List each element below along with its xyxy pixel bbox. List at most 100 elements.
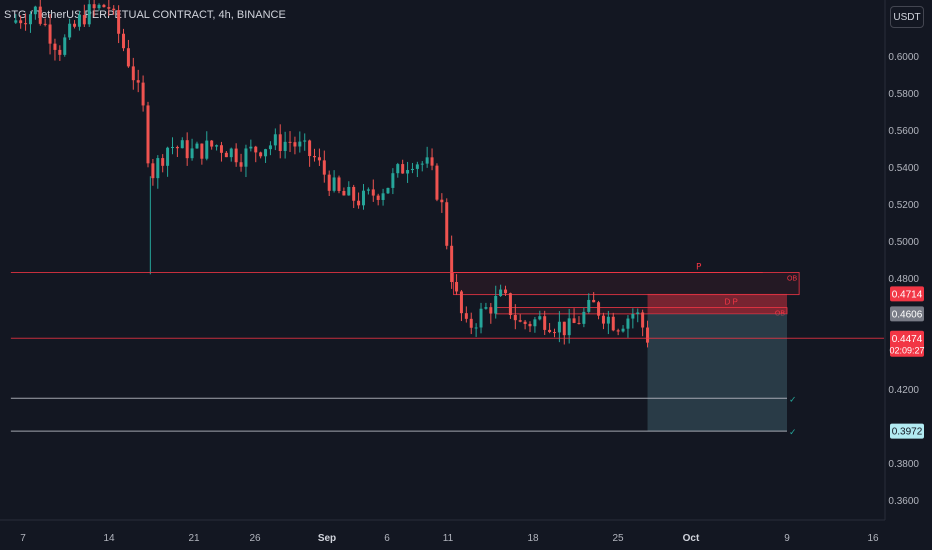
candle-body: [562, 321, 566, 336]
candle-body: [484, 307, 488, 309]
x-tick-label: 21: [188, 533, 200, 544]
candle-body: [63, 37, 67, 55]
candle-body: [636, 312, 640, 315]
candle-body: [146, 105, 150, 164]
candle-body: [219, 145, 223, 153]
candle-body: [126, 48, 130, 67]
candle-body: [386, 187, 390, 194]
candle-body: [24, 23, 28, 25]
candle-body: [464, 313, 468, 319]
candle-body: [631, 314, 635, 319]
y-tick-label: 0.5000: [888, 237, 919, 248]
candle-body: [508, 293, 512, 315]
annotation-label: D P: [724, 298, 737, 307]
candle-body: [469, 318, 473, 328]
x-tick-label: 6: [384, 533, 390, 544]
candle-body: [646, 327, 650, 343]
candle-body: [415, 164, 419, 169]
candle-body: [361, 190, 365, 206]
candle-body: [396, 164, 400, 174]
candle-body: [19, 20, 23, 24]
price-tag-value: 0.4714: [892, 289, 923, 300]
candle-body: [268, 145, 272, 150]
candle-body: [616, 330, 620, 332]
candle-body: [264, 149, 268, 157]
price-tag: [890, 286, 924, 302]
candle-body: [244, 148, 248, 167]
candle-body: [151, 163, 155, 179]
candle-body: [102, 4, 106, 8]
candle-body: [494, 295, 498, 314]
candle-body: [459, 291, 463, 314]
candle-body: [606, 316, 610, 324]
candle-body: [611, 316, 615, 331]
candle-body: [48, 24, 52, 44]
candle-body: [337, 177, 341, 191]
x-tick-label: 26: [249, 533, 261, 544]
candle-body: [166, 147, 170, 166]
candle-body: [92, 4, 96, 9]
x-tick-label: 14: [103, 533, 115, 544]
y-tick-label: 0.5800: [888, 89, 919, 100]
y-tick-label: 0.5600: [888, 126, 919, 137]
price-tag-value: 0.3972: [892, 427, 923, 438]
currency-button[interactable]: USDT: [890, 6, 924, 28]
candle-body: [342, 190, 346, 196]
candle-body: [68, 23, 72, 38]
candle-body: [425, 157, 429, 164]
x-tick-label: 9: [784, 533, 790, 544]
candle-body: [97, 4, 101, 9]
candle-body: [185, 140, 189, 159]
candle-body: [53, 43, 57, 50]
candle-body: [293, 142, 297, 147]
candle-body: [190, 148, 194, 159]
candle-body: [200, 143, 204, 159]
candle-body: [224, 152, 228, 158]
candle-body: [445, 202, 449, 246]
candle-body: [259, 152, 263, 157]
y-tick-label: 0.4800: [888, 274, 919, 285]
candle-body: [499, 289, 503, 296]
candle-body: [504, 289, 508, 294]
candle-body: [58, 49, 62, 55]
x-tick-label: 25: [612, 533, 624, 544]
zone-box-3: [647, 313, 787, 432]
candle-body: [298, 141, 302, 147]
candle-body: [254, 146, 258, 153]
candle-body: [523, 321, 527, 324]
candle-body: [577, 322, 581, 324]
x-tick-label: Sep: [318, 533, 336, 544]
candle-body: [239, 162, 243, 167]
x-tick-label: 16: [867, 533, 879, 544]
candle-body: [73, 23, 77, 27]
y-tick-label: 0.3800: [888, 459, 919, 470]
y-tick-label: 0.6000: [888, 52, 919, 63]
candle-body: [582, 311, 586, 324]
candle-body: [371, 189, 375, 196]
candle-body: [210, 140, 214, 147]
candle-body: [170, 146, 174, 148]
level-label: ✓: [789, 395, 797, 405]
candle-body: [366, 189, 370, 191]
candle-body: [249, 146, 253, 149]
candle-body: [175, 146, 179, 149]
candle-body: [107, 7, 111, 9]
candle-body: [381, 193, 385, 200]
candle-body: [518, 320, 522, 322]
x-tick-label: 18: [527, 533, 539, 544]
candle-body: [322, 160, 326, 175]
candle-body: [273, 134, 277, 146]
candle-body: [195, 143, 199, 149]
level-label: P: [696, 262, 702, 272]
candle-body: [141, 82, 145, 106]
x-tick-label: Oct: [683, 533, 700, 544]
candle-body: [156, 158, 160, 179]
zone-box-2: [647, 293, 787, 314]
candle-body: [621, 328, 625, 332]
candle-body: [391, 173, 395, 188]
candle-body: [533, 319, 537, 327]
candle-body: [43, 23, 47, 25]
candle-body: [406, 170, 410, 174]
x-tick-label: 11: [443, 533, 454, 544]
